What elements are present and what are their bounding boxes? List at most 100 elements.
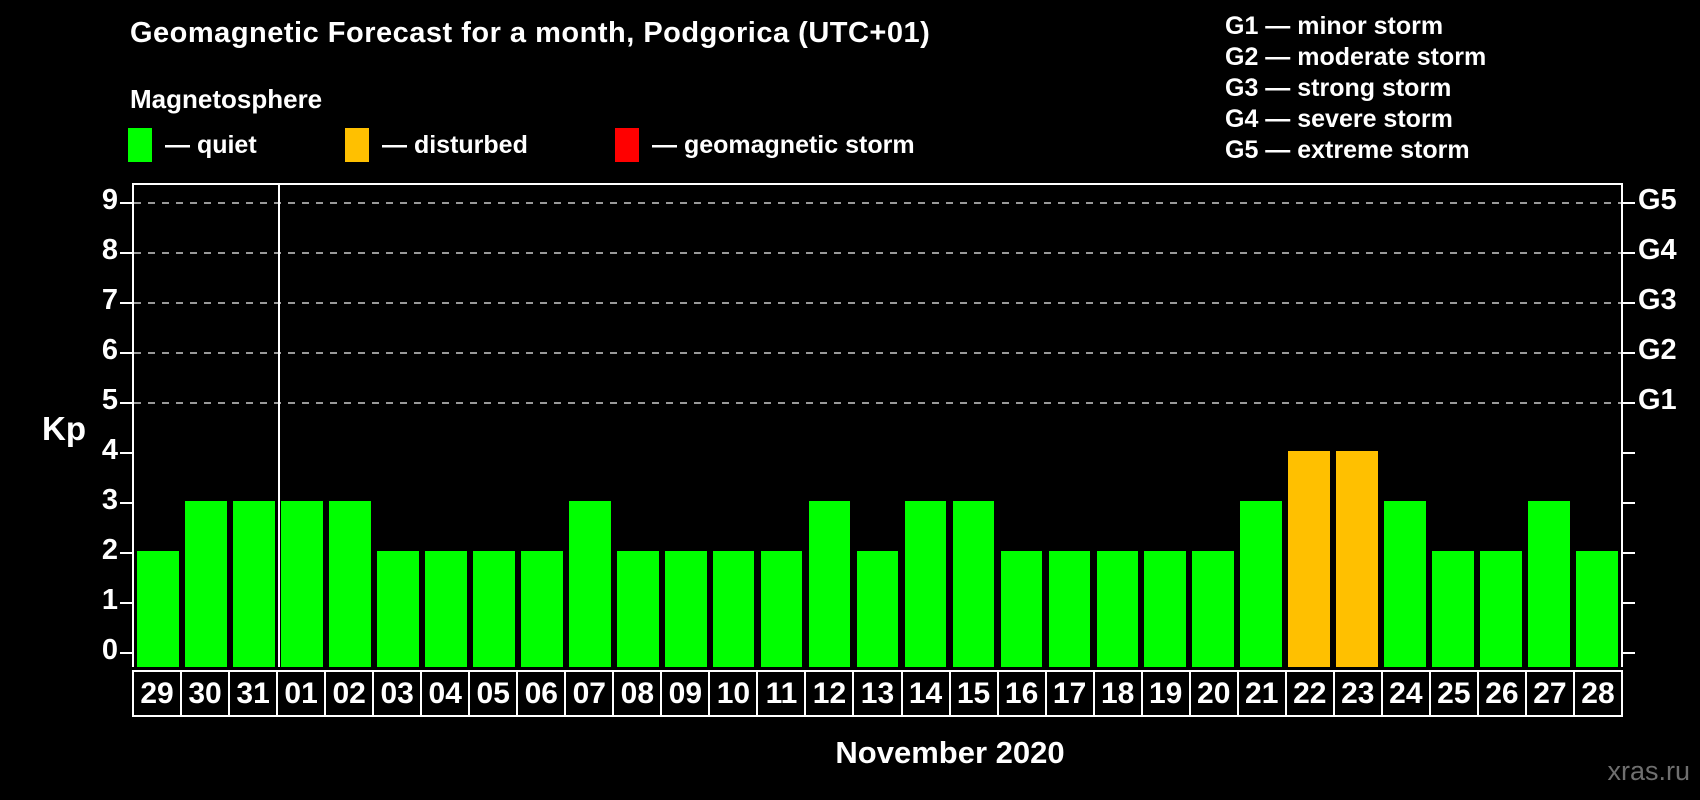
bar-day-10 xyxy=(712,551,755,667)
day-label-30: 30 xyxy=(182,672,231,715)
day-label-13: 13 xyxy=(854,672,903,715)
day-label-11: 11 xyxy=(758,672,807,715)
legend-item-disturbed: — disturbed xyxy=(345,125,528,165)
bar-day-09 xyxy=(664,551,707,667)
day-label-29: 29 xyxy=(134,672,183,715)
chart-title: Geomagnetic Forecast for a month, Podgor… xyxy=(130,17,931,49)
day-label-18: 18 xyxy=(1095,672,1143,715)
bar-slot-day-24 xyxy=(1381,185,1429,667)
day-label-22: 22 xyxy=(1287,672,1335,715)
bar-slot-day-28 xyxy=(1573,185,1621,667)
day-label-28: 28 xyxy=(1581,676,1615,710)
bar-day-11 xyxy=(760,551,803,667)
day-label-20: 20 xyxy=(1191,672,1239,715)
bar-slot-day-07 xyxy=(566,185,614,667)
day-label-15: 15 xyxy=(951,672,999,715)
g-legend-row-g3: G3 — strong storm xyxy=(1225,74,1452,102)
bar-day-28 xyxy=(1576,551,1618,667)
y-axis-label-kp1: 1 xyxy=(101,584,118,616)
legend-label-quiet: — quiet xyxy=(165,130,257,159)
left-tick-kp3 xyxy=(120,502,132,504)
legend-swatch-storm-icon xyxy=(615,128,639,162)
gridline-kp7 xyxy=(134,302,1621,304)
right-tick-kp5 xyxy=(1623,402,1635,404)
bar-slot-day-21 xyxy=(1237,185,1285,667)
plot-area: 0 1 2 3 4 5 6 7 8 9 G1 G2 G3 G4 G5 xyxy=(102,183,1677,667)
y-axis-label-kp2: 2 xyxy=(101,534,118,566)
day-label-03: 03 xyxy=(374,672,423,715)
bar-slot-day-17 xyxy=(1045,185,1093,667)
day-label-26: 26 xyxy=(1479,672,1527,715)
legend-item-quiet: — quiet xyxy=(128,125,257,165)
right-tick-kp7 xyxy=(1623,302,1635,304)
bar-slot-day-19 xyxy=(1141,185,1189,667)
bar-day-07 xyxy=(568,501,611,667)
left-tick-kp7 xyxy=(120,302,132,304)
bar-slot-day-02 xyxy=(326,185,374,667)
bar-slot-day-30 xyxy=(182,185,230,667)
y-axis-label-kp5: 5 xyxy=(101,384,118,416)
bar-day-17 xyxy=(1048,551,1091,667)
day-label-12: 12 xyxy=(806,672,855,715)
watermark: xras.ru xyxy=(1607,756,1690,786)
day-label-17: 17 xyxy=(1047,672,1095,715)
day-label-08: 08 xyxy=(614,672,663,715)
right-axis-label-g4: G4 xyxy=(1638,234,1677,266)
bar-slot-day-27 xyxy=(1525,185,1573,667)
bar-slot-day-11 xyxy=(758,185,806,667)
bar-slot-day-22 xyxy=(1285,185,1333,667)
gridline-kp5 xyxy=(134,402,1621,404)
bar-slot-day-05 xyxy=(470,185,518,667)
x-axis-day-labels: 29 30 31 01 02 03 04 05 06 07 08 09 10 11 12 13 14 15 16 17… xyxy=(132,670,1623,717)
bar-slot-day-20 xyxy=(1189,185,1237,667)
y-axis-label-kp4: 4 xyxy=(101,434,118,466)
bar-day-31 xyxy=(233,501,275,667)
day-label-27: 27 xyxy=(1527,672,1575,715)
bar-day-25 xyxy=(1432,551,1474,667)
right-axis-label-g5: G5 xyxy=(1638,184,1677,216)
month-boundary-line xyxy=(277,185,280,667)
right-tick-kp8 xyxy=(1623,252,1635,254)
left-tick-kp6 xyxy=(120,352,132,354)
left-tick-kp0 xyxy=(120,652,132,654)
y-axis-label-kp7: 7 xyxy=(101,284,118,316)
g-scale-legend: G1 — minor storm G2 — moderate storm G3 — … xyxy=(1225,11,1486,166)
right-tick-kp9 xyxy=(1623,202,1635,204)
y-axis-label-kp3: 3 xyxy=(101,484,118,516)
day-label-14: 14 xyxy=(903,672,951,715)
bar-day-20 xyxy=(1192,551,1235,667)
bar-slot-day-18 xyxy=(1093,185,1141,667)
bar-day-12 xyxy=(808,501,851,667)
x-axis-title: November 2020 xyxy=(835,735,1065,770)
bar-slot-day-12 xyxy=(806,185,854,667)
legend-swatch-disturbed-icon xyxy=(345,128,369,162)
bar-slot-day-04 xyxy=(422,185,470,667)
y-axis-label-kp8: 8 xyxy=(101,234,118,266)
g-legend-row-g4: G4 — severe storm xyxy=(1225,105,1453,133)
bar-slot-day-14 xyxy=(902,185,950,667)
bar-slot-day-08 xyxy=(614,185,662,667)
y-axis-title: Kp xyxy=(42,410,86,447)
bar-day-29 xyxy=(137,551,179,667)
bar-day-13 xyxy=(856,551,899,667)
right-axis-label-g1: G1 xyxy=(1638,384,1677,416)
day-label-09: 09 xyxy=(662,672,711,715)
g-legend-row-g2: G2 — moderate storm xyxy=(1225,43,1487,71)
g-legend-row-g1: G1 — minor storm xyxy=(1225,12,1444,40)
bar-day-22 xyxy=(1288,451,1331,667)
day-label-21: 21 xyxy=(1239,672,1287,715)
bar-day-14 xyxy=(904,501,947,667)
bar-day-21 xyxy=(1240,501,1283,667)
right-tick-kp6 xyxy=(1623,352,1635,354)
right-tick-kp3 xyxy=(1623,502,1635,504)
chart-subtitle: Magnetosphere xyxy=(130,84,323,114)
bar-day-04 xyxy=(424,551,467,667)
bar-day-18 xyxy=(1096,551,1139,667)
legend-swatch-quiet-icon xyxy=(128,128,152,162)
day-label-24: 24 xyxy=(1383,672,1431,715)
bar-slot-day-09 xyxy=(662,185,710,667)
left-tick-kp2 xyxy=(120,552,132,554)
day-label-02: 02 xyxy=(326,672,375,715)
bar-day-06 xyxy=(520,551,563,667)
day-label-10: 10 xyxy=(710,672,759,715)
